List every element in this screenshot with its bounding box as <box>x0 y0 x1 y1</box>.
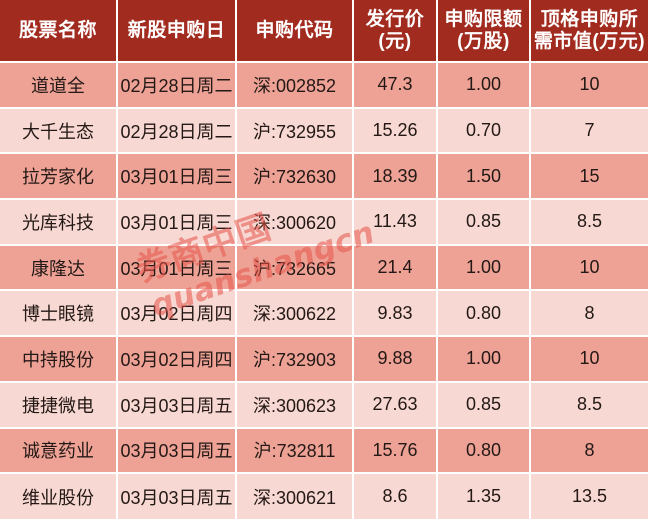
cell-limit: 1.00 <box>437 336 531 383</box>
cell-date: 02月28日周二 <box>117 107 237 155</box>
cell-date: 03月01日周三 <box>117 199 237 246</box>
cell-price: 47.3 <box>353 62 438 109</box>
column-header-subscribe-date: 新股申购日 <box>117 0 237 63</box>
cell-name: 捷捷微电 <box>0 381 118 429</box>
cell-code: 沪:732665 <box>236 244 354 292</box>
cell-date: 03月03日周五 <box>117 427 237 475</box>
cell-marketcap: 8.5 <box>530 381 648 429</box>
cell-price: 11.43 <box>353 199 438 246</box>
cell-limit: 0.80 <box>437 290 531 338</box>
cell-limit: 0.70 <box>437 107 531 155</box>
cell-limit: 1.00 <box>437 244 531 292</box>
cell-date: 03月03日周五 <box>117 473 237 519</box>
cell-price: 9.88 <box>353 336 438 383</box>
cell-price: 9.83 <box>353 290 438 338</box>
cell-limit: 0.85 <box>437 199 531 246</box>
header-row: 股票名称 新股申购日 申购代码 发行价 (元) 申购限额 (万股) 顶格申购所 … <box>0 0 648 63</box>
cell-marketcap: 8 <box>530 290 648 338</box>
table-body: 道道全 02月28日周二 深:002852 47.3 1.00 10 大千生态 02月28日周… <box>0 62 648 519</box>
cell-marketcap: 13.5 <box>530 473 648 519</box>
table-row: 博士眼镜 03月02日周四 深:300622 9.83 0.80 8 <box>0 290 648 338</box>
cell-name: 光库科技 <box>0 199 118 246</box>
table-row: 大千生态 02月28日周二 沪:732955 15.26 0.70 7 <box>0 107 648 155</box>
table-row: 维业股份 03月03日周五 深:300621 8.6 1.35 13.5 <box>0 473 648 519</box>
cell-limit: 0.80 <box>437 427 531 475</box>
cell-code: 沪:732811 <box>236 427 354 475</box>
cell-name: 维业股份 <box>0 473 118 519</box>
table-header: 股票名称 新股申购日 申购代码 发行价 (元) 申购限额 (万股) 顶格申购所 … <box>0 0 648 63</box>
cell-code: 沪:732903 <box>236 336 354 383</box>
cell-price: 18.39 <box>353 153 438 201</box>
table-row: 道道全 02月28日周二 深:002852 47.3 1.00 10 <box>0 62 648 109</box>
cell-limit: 1.35 <box>437 473 531 519</box>
cell-price: 27.63 <box>353 381 438 429</box>
cell-name: 康隆达 <box>0 244 118 292</box>
cell-name: 拉芳家化 <box>0 153 118 201</box>
table-row: 光库科技 03月01日周三 深:300620 11.43 0.85 8.5 <box>0 199 648 246</box>
cell-name: 道道全 <box>0 62 118 109</box>
cell-marketcap: 7 <box>530 107 648 155</box>
cell-price: 15.26 <box>353 107 438 155</box>
column-header-subscribe-code: 申购代码 <box>236 0 354 63</box>
column-header-stock-name: 股票名称 <box>0 0 118 63</box>
cell-date: 02月28日周二 <box>117 62 237 109</box>
cell-code: 深:300623 <box>236 381 354 429</box>
cell-name: 诚意药业 <box>0 427 118 475</box>
cell-code: 深:300622 <box>236 290 354 338</box>
cell-marketcap: 10 <box>530 336 648 383</box>
cell-date: 03月03日周五 <box>117 381 237 429</box>
cell-limit: 1.50 <box>437 153 531 201</box>
cell-name: 中持股份 <box>0 336 118 383</box>
cell-code: 深:300620 <box>236 199 354 246</box>
cell-date: 03月02日周四 <box>117 290 237 338</box>
column-header-subscribe-limit: 申购限额 (万股) <box>437 0 531 63</box>
cell-marketcap: 15 <box>530 153 648 201</box>
cell-code: 沪:732955 <box>236 107 354 155</box>
cell-marketcap: 8.5 <box>530 199 648 246</box>
table-row: 诚意药业 03月03日周五 沪:732811 15.76 0.80 8 <box>0 427 648 475</box>
table-row: 拉芳家化 03月01日周三 沪:732630 18.39 1.50 15 <box>0 153 648 201</box>
cell-date: 03月01日周三 <box>117 244 237 292</box>
cell-marketcap: 10 <box>530 244 648 292</box>
column-header-issue-price: 发行价 (元) <box>353 0 438 63</box>
table-row: 捷捷微电 03月03日周五 深:300623 27.63 0.85 8.5 <box>0 381 648 429</box>
cell-price: 8.6 <box>353 473 438 519</box>
cell-name: 博士眼镜 <box>0 290 118 338</box>
cell-marketcap: 8 <box>530 427 648 475</box>
cell-code: 深:300621 <box>236 473 354 519</box>
cell-code: 深:002852 <box>236 62 354 109</box>
cell-price: 15.76 <box>353 427 438 475</box>
table-row: 康隆达 03月01日周三 沪:732665 21.4 1.00 10 <box>0 244 648 292</box>
cell-limit: 0.85 <box>437 381 531 429</box>
cell-date: 03月02日周四 <box>117 336 237 383</box>
cell-date: 03月01日周三 <box>117 153 237 201</box>
cell-name: 大千生态 <box>0 107 118 155</box>
cell-code: 沪:732630 <box>236 153 354 201</box>
column-header-required-market-value: 顶格申购所 需市值(万元) <box>530 0 648 63</box>
table-row: 中持股份 03月02日周四 沪:732903 9.88 1.00 10 <box>0 336 648 383</box>
cell-price: 21.4 <box>353 244 438 292</box>
cell-limit: 1.00 <box>437 62 531 109</box>
cell-marketcap: 10 <box>530 62 648 109</box>
